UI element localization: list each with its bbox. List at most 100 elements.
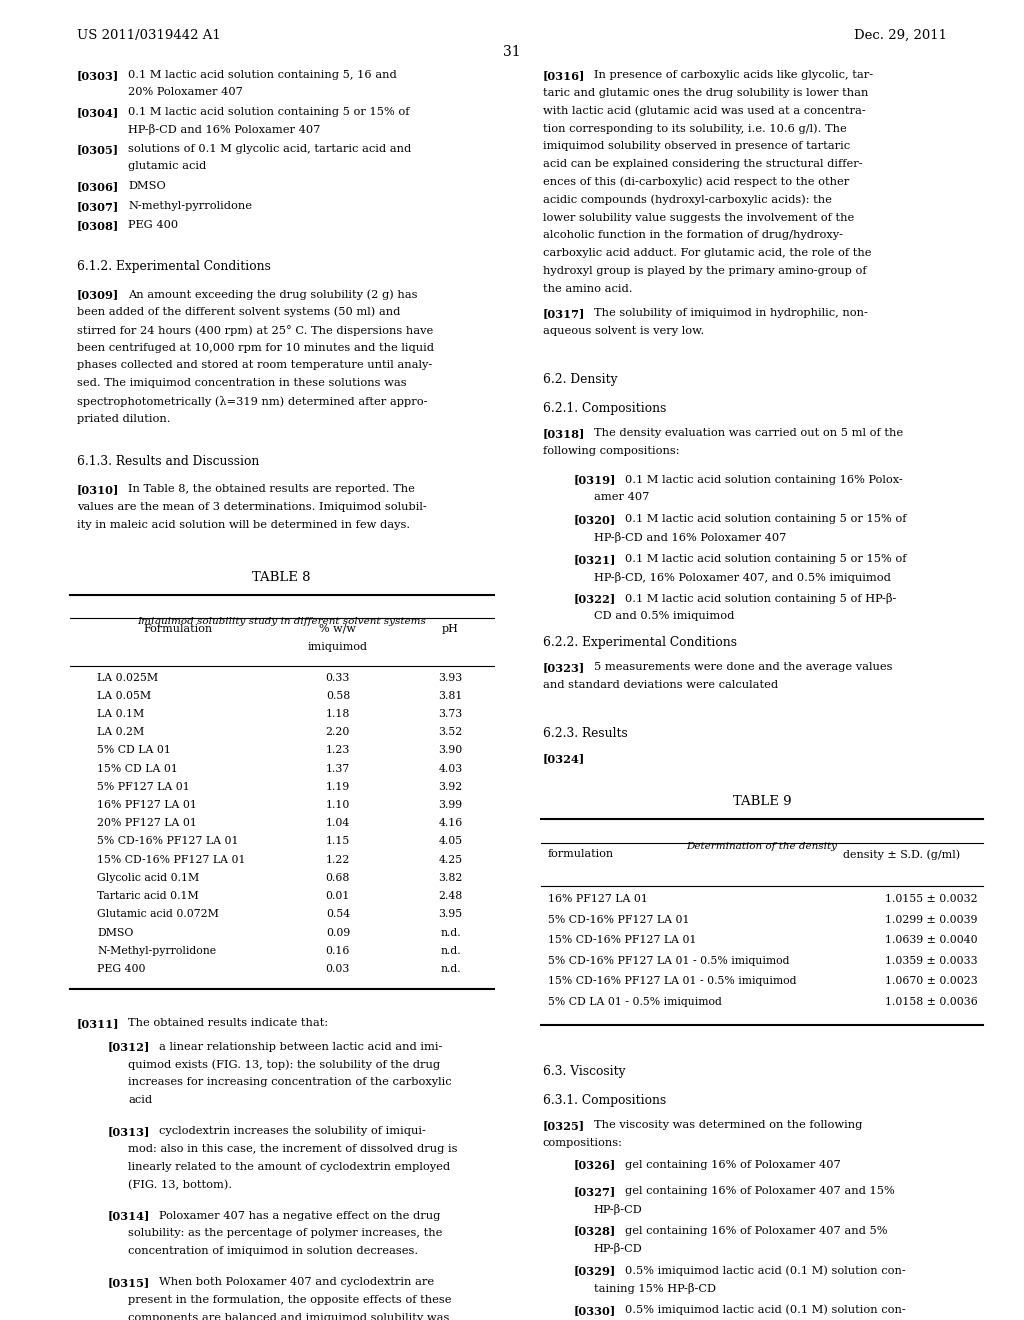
Text: 6.1.3. Results and Discussion: 6.1.3. Results and Discussion bbox=[77, 455, 259, 469]
Text: compositions:: compositions: bbox=[543, 1138, 623, 1148]
Point bbox=[487, 981, 500, 997]
Text: gel containing 16% of Poloxamer 407 and 5%: gel containing 16% of Poloxamer 407 and … bbox=[625, 1226, 887, 1236]
Text: 1.18: 1.18 bbox=[326, 709, 350, 719]
Text: priated dilution.: priated dilution. bbox=[77, 414, 170, 424]
Text: HP-β-CD, 16% Poloxamer 407, and 0.5% imiquimod: HP-β-CD, 16% Poloxamer 407, and 0.5% imi… bbox=[594, 572, 891, 582]
Text: 1.23: 1.23 bbox=[326, 746, 350, 755]
Text: 0.1 M lactic acid solution containing 5, 16 and: 0.1 M lactic acid solution containing 5,… bbox=[128, 70, 396, 81]
Text: 1.0155 ± 0.0032: 1.0155 ± 0.0032 bbox=[886, 895, 978, 904]
Text: acid can be explained considering the structural differ-: acid can be explained considering the st… bbox=[543, 160, 862, 169]
Text: pH: pH bbox=[442, 624, 459, 634]
Text: HP-β-CD: HP-β-CD bbox=[594, 1243, 643, 1254]
Text: 0.1 M lactic acid solution containing 5 or 15% of: 0.1 M lactic acid solution containing 5 … bbox=[625, 554, 906, 564]
Text: In presence of carboxylic acids like glycolic, tar-: In presence of carboxylic acids like gly… bbox=[594, 70, 873, 81]
Text: 1.37: 1.37 bbox=[326, 764, 350, 774]
Text: [0326]: [0326] bbox=[573, 1160, 615, 1171]
Text: acidic compounds (hydroxyl-carboxylic acids): the: acidic compounds (hydroxyl-carboxylic ac… bbox=[543, 195, 831, 206]
Text: 4.16: 4.16 bbox=[438, 818, 463, 828]
Text: 2.48: 2.48 bbox=[438, 891, 463, 902]
Text: 3.81: 3.81 bbox=[438, 690, 463, 701]
Text: 0.1 M lactic acid solution containing 5 or 15% of: 0.1 M lactic acid solution containing 5 … bbox=[625, 515, 906, 524]
Text: 4.05: 4.05 bbox=[438, 837, 463, 846]
Text: HP-β-CD and 16% Poloxamer 407: HP-β-CD and 16% Poloxamer 407 bbox=[128, 124, 321, 135]
Text: Glutamic acid 0.072M: Glutamic acid 0.072M bbox=[97, 909, 219, 919]
Text: [0320]: [0320] bbox=[573, 515, 615, 525]
Text: Poloxamer 407 has a negative effect on the drug: Poloxamer 407 has a negative effect on t… bbox=[159, 1210, 440, 1221]
Text: [0304]: [0304] bbox=[77, 107, 119, 117]
Text: imiquimod solubility observed in presence of tartaric: imiquimod solubility observed in presenc… bbox=[543, 141, 850, 152]
Text: lower solubility value suggests the involvement of the: lower solubility value suggests the invo… bbox=[543, 213, 854, 223]
Text: 3.90: 3.90 bbox=[438, 746, 463, 755]
Text: the amino acid.: the amino acid. bbox=[543, 284, 632, 294]
Text: mod: also in this case, the increment of dissolved drug is: mod: also in this case, the increment of… bbox=[128, 1144, 458, 1154]
Text: and standard deviations were calculated: and standard deviations were calculated bbox=[543, 680, 778, 690]
Text: n.d.: n.d. bbox=[440, 928, 461, 937]
Point bbox=[63, 659, 76, 675]
Text: Glycolic acid 0.1M: Glycolic acid 0.1M bbox=[97, 873, 200, 883]
Text: When both Poloxamer 407 and cyclodextrin are: When both Poloxamer 407 and cyclodextrin… bbox=[159, 1278, 434, 1287]
Text: [0313]: [0313] bbox=[108, 1126, 150, 1137]
Text: 0.03: 0.03 bbox=[326, 964, 350, 974]
Text: PEG 400: PEG 400 bbox=[128, 220, 178, 231]
Text: LA 0.05M: LA 0.05M bbox=[97, 690, 152, 701]
Text: 16% PF127 LA 01: 16% PF127 LA 01 bbox=[97, 800, 198, 810]
Text: Imiquimod solubility study in different solvent systems: Imiquimod solubility study in different … bbox=[137, 618, 426, 626]
Text: 4.25: 4.25 bbox=[438, 855, 463, 865]
Text: PEG 400: PEG 400 bbox=[97, 964, 145, 974]
Text: 0.16: 0.16 bbox=[326, 946, 350, 956]
Text: [0312]: [0312] bbox=[108, 1041, 150, 1052]
Text: The obtained results indicate that:: The obtained results indicate that: bbox=[128, 1018, 328, 1028]
Text: US 2011/0319442 A1: US 2011/0319442 A1 bbox=[77, 29, 220, 42]
Text: spectrophotometrically (λ=319 nm) determined after appro-: spectrophotometrically (λ=319 nm) determ… bbox=[77, 396, 427, 407]
Text: [0327]: [0327] bbox=[573, 1187, 615, 1197]
Text: components are balanced and imiquimod solubility was: components are balanced and imiquimod so… bbox=[128, 1313, 450, 1320]
Text: [0316]: [0316] bbox=[543, 70, 585, 81]
Point bbox=[977, 879, 989, 895]
Text: The density evaluation was carried out on 5 ml of the: The density evaluation was carried out o… bbox=[594, 429, 903, 438]
Text: 16% PF127 LA 01: 16% PF127 LA 01 bbox=[548, 895, 648, 904]
Text: 0.09: 0.09 bbox=[326, 928, 350, 937]
Text: n.d.: n.d. bbox=[440, 946, 461, 956]
Text: [0319]: [0319] bbox=[573, 475, 615, 486]
Text: 0.1 M lactic acid solution containing 5 or 15% of: 0.1 M lactic acid solution containing 5 … bbox=[128, 107, 410, 117]
Text: TABLE 8: TABLE 8 bbox=[252, 572, 311, 583]
Text: 15% CD-16% PF127 LA 01: 15% CD-16% PF127 LA 01 bbox=[548, 936, 696, 945]
Point bbox=[977, 812, 989, 828]
Text: [0308]: [0308] bbox=[77, 220, 119, 231]
Point bbox=[487, 587, 500, 603]
Text: solubility: as the percentage of polymer increases, the: solubility: as the percentage of polymer… bbox=[128, 1229, 442, 1238]
Text: [0317]: [0317] bbox=[543, 309, 585, 319]
Text: In Table 8, the obtained results are reported. The: In Table 8, the obtained results are rep… bbox=[128, 484, 415, 495]
Text: 6.2.1. Compositions: 6.2.1. Compositions bbox=[543, 403, 666, 414]
Text: values are the mean of 3 determinations. Imiquimod solubil-: values are the mean of 3 determinations.… bbox=[77, 503, 427, 512]
Text: [0328]: [0328] bbox=[573, 1226, 615, 1237]
Text: % w/w: % w/w bbox=[319, 624, 356, 634]
Text: 6.1.2. Experimental Conditions: 6.1.2. Experimental Conditions bbox=[77, 260, 270, 273]
Point bbox=[63, 981, 76, 997]
Text: 1.10: 1.10 bbox=[326, 800, 350, 810]
Text: 0.68: 0.68 bbox=[326, 873, 350, 883]
Text: 1.0359 ± 0.0033: 1.0359 ± 0.0033 bbox=[886, 956, 978, 966]
Text: n.d.: n.d. bbox=[440, 964, 461, 974]
Text: 5% CD-16% PF127 LA 01: 5% CD-16% PF127 LA 01 bbox=[97, 837, 239, 846]
Text: 6.2. Density: 6.2. Density bbox=[543, 374, 617, 385]
Text: 1.0670 ± 0.0023: 1.0670 ± 0.0023 bbox=[885, 977, 978, 986]
Text: 1.19: 1.19 bbox=[326, 781, 350, 792]
Text: carboxylic acid adduct. For glutamic acid, the role of the: carboxylic acid adduct. For glutamic aci… bbox=[543, 248, 871, 259]
Text: been added of the different solvent systems (50 ml) and: been added of the different solvent syst… bbox=[77, 308, 400, 318]
Text: following compositions:: following compositions: bbox=[543, 446, 679, 457]
Text: [0305]: [0305] bbox=[77, 144, 119, 154]
Text: 1.0639 ± 0.0040: 1.0639 ± 0.0040 bbox=[886, 936, 978, 945]
Text: imiquimod: imiquimod bbox=[308, 643, 368, 652]
Text: 6.2.2. Experimental Conditions: 6.2.2. Experimental Conditions bbox=[543, 636, 736, 648]
Text: [0314]: [0314] bbox=[108, 1210, 150, 1221]
Text: 3.52: 3.52 bbox=[438, 727, 463, 737]
Text: 5% PF127 LA 01: 5% PF127 LA 01 bbox=[97, 781, 190, 792]
Text: 1.15: 1.15 bbox=[326, 837, 350, 846]
Text: taric and glutamic ones the drug solubility is lower than: taric and glutamic ones the drug solubil… bbox=[543, 87, 868, 98]
Point bbox=[487, 611, 500, 627]
Text: 5% CD-16% PF127 LA 01: 5% CD-16% PF127 LA 01 bbox=[548, 915, 689, 925]
Text: acid: acid bbox=[128, 1096, 153, 1105]
Text: TABLE 9: TABLE 9 bbox=[732, 796, 792, 808]
Text: 2.20: 2.20 bbox=[326, 727, 350, 737]
